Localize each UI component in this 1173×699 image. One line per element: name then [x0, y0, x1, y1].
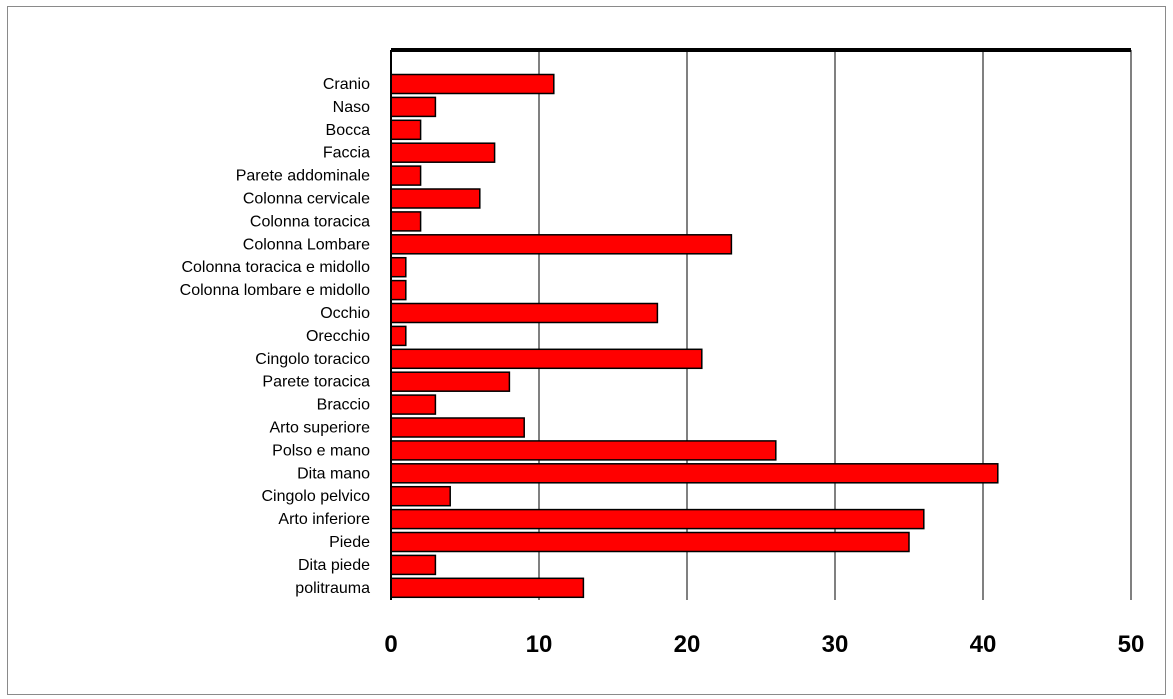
- category-label: Braccio: [317, 397, 370, 414]
- category-label: Occhio: [320, 305, 370, 322]
- grid-lines: [538, 50, 1132, 600]
- bar: [390, 531, 910, 553]
- bar: [390, 96, 437, 118]
- bar: [390, 463, 999, 484]
- bar: [390, 165, 422, 186]
- bar: [390, 142, 496, 163]
- category-label: Dita piede: [298, 557, 370, 574]
- bars: [390, 73, 999, 599]
- bar: [390, 394, 437, 415]
- category-label: Bocca: [326, 122, 371, 139]
- category-label: Colonna cervicale: [243, 191, 370, 208]
- category-label: Naso: [333, 99, 370, 116]
- bar: [390, 440, 777, 461]
- category-label: Colonna lombare e midollo: [180, 282, 370, 299]
- category-label: Colonna toracica: [250, 213, 370, 230]
- category-label: Colonna toracica e midollo: [181, 259, 370, 276]
- category-label: politrauma: [295, 580, 370, 597]
- bar: [390, 211, 422, 232]
- axes: [390, 48, 1131, 600]
- x-tick-label: 40: [970, 631, 997, 658]
- bar: [390, 508, 925, 530]
- bar: [390, 577, 585, 599]
- category-label: Faccia: [323, 145, 370, 162]
- category-label: Arto superiore: [270, 420, 371, 437]
- bar: [390, 119, 422, 141]
- x-tick-label: 10: [526, 631, 553, 658]
- bar: [390, 325, 407, 347]
- bar: [390, 371, 511, 392]
- bar: [390, 348, 703, 370]
- bar: [390, 73, 555, 95]
- x-tick-label: 30: [822, 631, 849, 658]
- bar: [390, 485, 451, 507]
- bar: [390, 554, 437, 576]
- category-label: Arto inferiore: [278, 511, 370, 528]
- category-label: Parete toracica: [262, 374, 370, 391]
- category-label: Polso e mano: [272, 442, 370, 459]
- category-label: Cingolo pelvico: [261, 488, 370, 505]
- x-tick-label: 20: [674, 631, 701, 658]
- category-label: Cranio: [323, 76, 370, 93]
- bar: [390, 417, 525, 438]
- category-label: Colonna Lombare: [243, 236, 370, 253]
- category-label: Orecchio: [306, 328, 370, 345]
- category-label: Piede: [329, 534, 370, 551]
- category-labels: Cranio Naso Bocca Faccia Parete addominale Co…: [180, 76, 370, 597]
- bar: [390, 234, 733, 255]
- bar: [390, 188, 481, 209]
- category-label: Dita mano: [297, 465, 370, 482]
- x-tick-labels: 0 10 20 30 40 50: [384, 631, 1144, 658]
- bar: [390, 256, 407, 278]
- bar: [390, 302, 659, 324]
- x-tick-label: 50: [1118, 631, 1145, 658]
- category-label: Cingolo toracico: [255, 351, 370, 368]
- bar: [390, 279, 407, 301]
- x-tick-label: 0: [384, 631, 397, 658]
- category-label: Parete addominale: [236, 168, 370, 185]
